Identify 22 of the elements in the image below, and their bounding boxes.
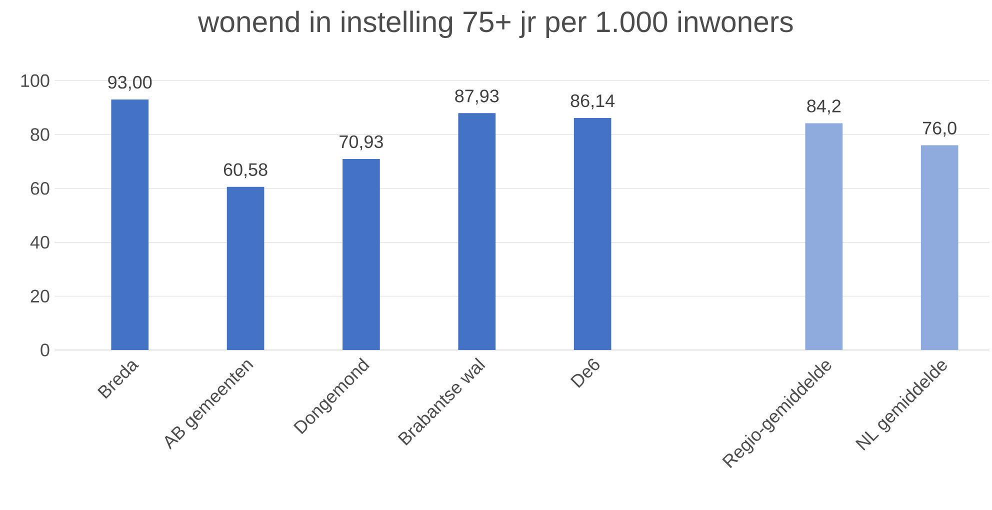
- data-label: 84,2: [807, 100, 841, 114]
- bar: [805, 123, 843, 350]
- y-tick-label: 40: [30, 236, 50, 249]
- y-tick-label: 0: [40, 344, 50, 356]
- bar: [574, 118, 612, 350]
- bar: [111, 100, 149, 350]
- data-label: 87,93: [455, 90, 499, 104]
- chart-title: wonend in instelling 75+ jr per 1.000 inwoners: [198, 10, 793, 38]
- bar: [342, 158, 380, 350]
- bar: [458, 113, 496, 350]
- y-tick-label: 60: [30, 182, 50, 195]
- data-label: 70,93: [340, 135, 383, 150]
- bar: [920, 145, 958, 350]
- x-tick-label: De6: [570, 358, 600, 388]
- y-tick-label: 100: [21, 74, 50, 88]
- data-label: 60,58: [224, 163, 268, 178]
- data-label: 76,0: [922, 122, 956, 137]
- data-label: 86,14: [570, 94, 615, 110]
- bar: [226, 186, 264, 350]
- y-tick-label: 20: [30, 290, 50, 302]
- data-label: 93,00: [108, 76, 152, 91]
- y-tick-label: 80: [30, 128, 50, 141]
